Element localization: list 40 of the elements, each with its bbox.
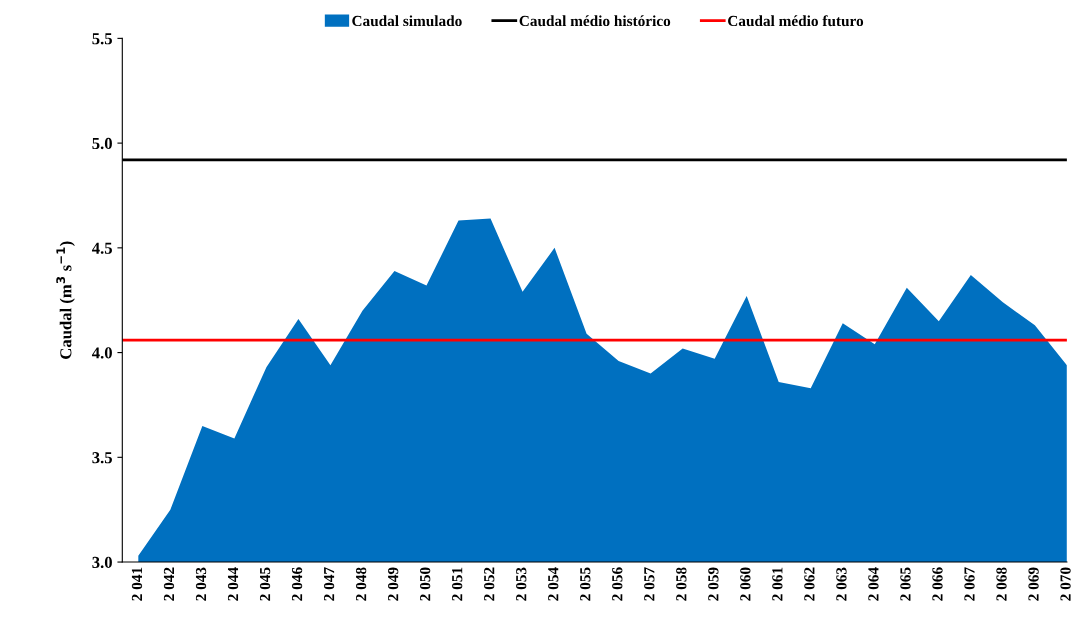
x-tick-label: 2 063 xyxy=(836,567,847,601)
y-axis-title: Caudal (m$^{3}$ s$^{−1}$) xyxy=(56,241,75,359)
x-tick-label: 2 057 xyxy=(644,567,655,601)
x-tick-label: 2 054 xyxy=(548,567,559,601)
x-tick-label: 2 046 xyxy=(291,567,303,601)
y-tick-label: 5.5 xyxy=(92,33,112,45)
x-tick-label: 2 064 xyxy=(868,567,879,601)
x-tick-label: 2 059 xyxy=(708,567,719,601)
x-tick-label: 2 045 xyxy=(259,567,271,601)
y-tick-label: 4.5 xyxy=(91,242,112,254)
y-tick-label: 4.0 xyxy=(91,347,112,359)
x-tick-label: 2 048 xyxy=(355,567,367,601)
y-tick-label: 3.5 xyxy=(92,452,112,464)
x-tick-label: 2 043 xyxy=(195,567,207,601)
x-tick-label: 2 042 xyxy=(163,567,175,601)
x-tick-label: 2 050 xyxy=(420,567,431,601)
legend-label: Caudal simulado xyxy=(352,15,462,27)
x-tick-label: 2 051 xyxy=(452,567,463,601)
x-tick-label: 2 069 xyxy=(1028,567,1039,601)
x-tick-label: 2 062 xyxy=(804,567,815,601)
x-tick-label: 2 055 xyxy=(580,567,591,601)
y-tick-label: 3.0 xyxy=(92,556,112,569)
x-tick-label: 2 058 xyxy=(676,567,687,601)
x-tick-label: 2 047 xyxy=(323,567,335,601)
x-tick-label: 2 066 xyxy=(932,567,943,601)
x-tick-label: 2 041 xyxy=(131,567,143,601)
x-tick-label: 2 065 xyxy=(900,567,911,601)
x-tick-label: 2 056 xyxy=(612,567,623,601)
x-tick-label: 2 061 xyxy=(772,567,783,601)
x-tick-label: 2 044 xyxy=(227,567,239,601)
x-tick-label: 2 060 xyxy=(740,567,751,601)
legend-label: Caudal médio histórico xyxy=(519,15,671,27)
x-tick-label: 2 053 xyxy=(516,567,527,601)
x-tick-label: 2 049 xyxy=(387,567,399,601)
x-tick-label: 2 052 xyxy=(484,567,495,601)
x-tick-label: 2 067 xyxy=(964,567,975,601)
legend-label: Caudal médio futuro xyxy=(728,15,864,27)
x-tick-label: 2 068 xyxy=(996,567,1007,601)
y-tick-label: 5.0 xyxy=(92,137,112,150)
x-tick-label: 2 070 xyxy=(1060,567,1071,601)
